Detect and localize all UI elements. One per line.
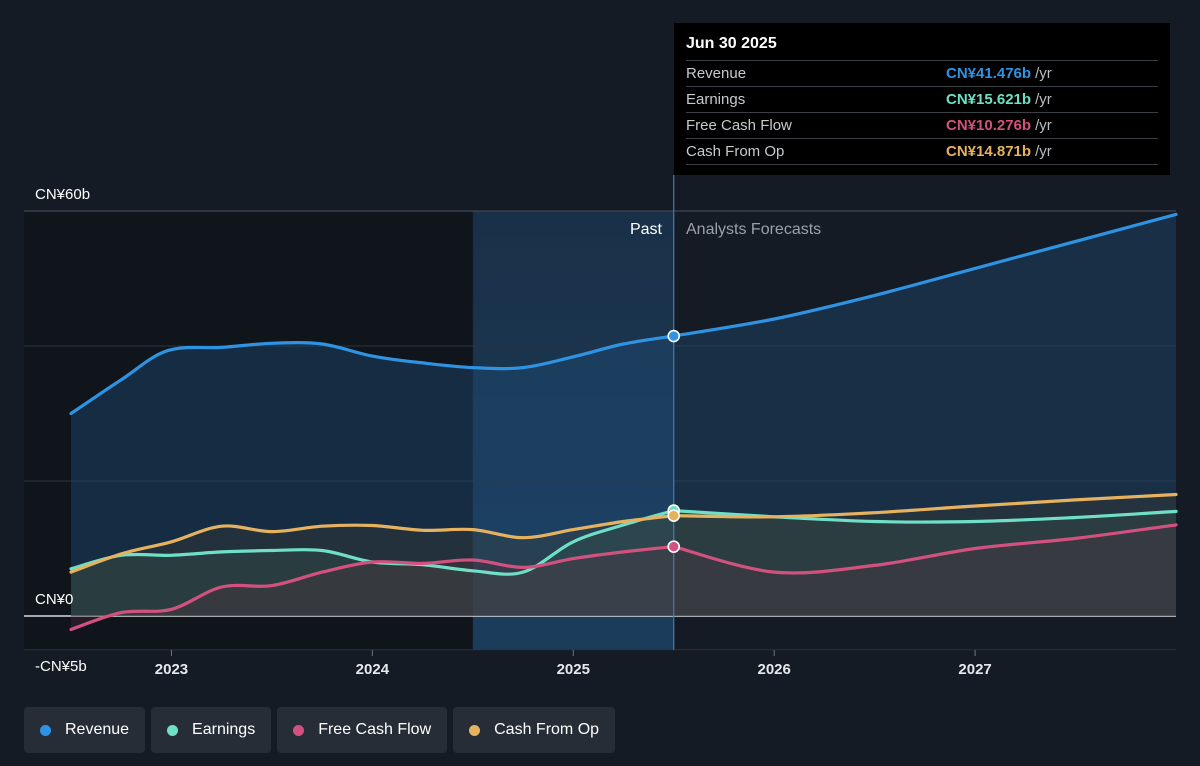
cash-from-op-area (71, 494, 1176, 616)
tooltip-row-revenue: Revenue CN¥41.476b /yr (686, 60, 1158, 86)
free-cash-flow-area (71, 524, 1176, 630)
tooltip-row-label: Earnings (686, 91, 746, 108)
cash-from-op-marker (667, 509, 681, 522)
legend-label: Cash From Op (494, 721, 600, 738)
tooltip-row-label: Cash From Op (686, 143, 785, 160)
tooltip-row-cash-from-op: Cash From Op CN¥14.871b /yr (686, 138, 1158, 165)
revenue-area (71, 214, 1176, 616)
legend-dot-icon (40, 724, 51, 736)
tooltip-row-unit: /yr (1035, 65, 1052, 82)
tooltip-row-value: CN¥14.871b (946, 143, 1032, 160)
tooltip-row-value: CN¥41.476b (946, 65, 1032, 82)
legend-item-revenue[interactable]: Revenue (24, 707, 146, 753)
tooltip-date: Jun 30 2025 (686, 35, 777, 52)
forecast-label: Analysts Forecasts (686, 221, 821, 238)
cash-from-op-forecast-line (672, 492, 1178, 519)
free-cash-flow-marker (667, 540, 681, 553)
legend-dot-icon (167, 724, 179, 736)
y-tick-label: CN¥0 (35, 591, 73, 608)
legend-label: Free Cash Flow (318, 721, 432, 738)
tooltip-row-unit: /yr (1035, 143, 1052, 160)
x-axis-labels: 2023 2024 2025 2026 2027 (155, 650, 992, 678)
free-cash-flow-forecast-line (672, 523, 1178, 575)
legend: Revenue Earnings Free Cash Flow Cash Fro… (24, 707, 616, 753)
y-tick-label: CN¥60b (35, 186, 90, 203)
legend-label: Revenue (65, 721, 130, 738)
past-label: Past (630, 221, 663, 238)
x-tick-label: 2025 (557, 661, 590, 678)
tooltip-row-value: CN¥10.276b (946, 117, 1032, 134)
legend-item-cash-from-op[interactable]: Cash From Op (453, 707, 616, 753)
earnings-area (71, 510, 1176, 616)
free-cash-flow-line (69, 545, 676, 632)
x-tick-label: 2027 (958, 661, 991, 678)
x-tick-label: 2024 (356, 661, 390, 678)
chart-area: CN¥60b CN¥0 -CN¥5b 2023 2024 2025 2026 2027 Pa… (24, 175, 1178, 678)
legend-item-free-cash-flow[interactable]: Free Cash Flow (277, 707, 448, 753)
legend-dot-icon (293, 724, 305, 736)
series-areas (71, 214, 1176, 630)
gridlines (24, 210, 1176, 651)
cash-from-op-line (69, 514, 676, 574)
revenue-line (69, 334, 676, 416)
tooltip-row-earnings: Earnings CN¥15.621b /yr (686, 86, 1158, 112)
past-background (24, 211, 474, 650)
series-lines (69, 212, 1178, 632)
data-tooltip: Jun 30 2025 Revenue CN¥41.476b /yr Earni… (674, 23, 1170, 175)
tooltip-row-unit: /yr (1035, 91, 1052, 108)
tooltip-row-label: Free Cash Flow (686, 117, 792, 134)
x-tick-label: 2023 (155, 661, 188, 678)
tooltip-row-label: Revenue (686, 65, 747, 82)
revenue-forecast-line (672, 212, 1178, 338)
x-tick-label: 2026 (757, 661, 790, 678)
tooltip-row-free-cash-flow: Free Cash Flow CN¥10.276b /yr (686, 112, 1158, 138)
highlight-band (472, 211, 674, 650)
legend-item-earnings[interactable]: Earnings (151, 707, 272, 753)
tooltip-row-value: CN¥15.621b (946, 91, 1032, 108)
legend-label: Earnings (192, 721, 256, 738)
revenue-marker (667, 329, 681, 343)
hover-markers (667, 329, 681, 553)
y-axis-labels: CN¥60b CN¥0 -CN¥5b (35, 186, 90, 675)
legend-dot-icon (469, 724, 481, 736)
y-tick-label: -CN¥5b (35, 658, 87, 675)
tooltip-row-unit: /yr (1035, 117, 1052, 134)
